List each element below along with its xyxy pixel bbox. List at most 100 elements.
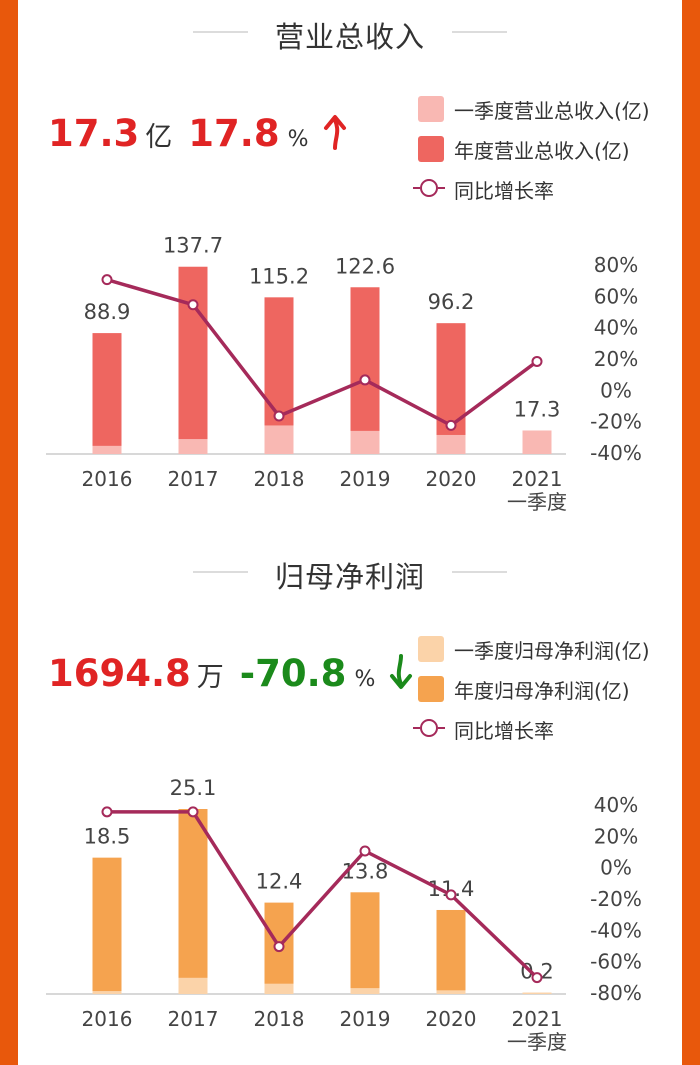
legend-label-q1: 一季度归母净利润(亿)	[454, 639, 650, 663]
legend-item-annual: 年度归母净利润(亿)	[418, 672, 682, 712]
growth-point	[531, 972, 543, 984]
profit-chart: 18.5201625.1201712.4201813.8201911.42020…	[46, 776, 642, 1054]
legend-marker-growth	[413, 719, 445, 737]
y2-tick-label: 40%	[594, 316, 638, 340]
legend-marker-growth	[413, 179, 445, 197]
annual-bar	[350, 287, 380, 454]
q1-bar	[92, 991, 122, 994]
profit-growth: -70.8	[239, 652, 347, 695]
bar-value-label: 25.1	[170, 776, 217, 800]
x-tick-label: 一季度	[507, 490, 567, 514]
legend-swatch-q1	[418, 96, 444, 122]
growth-point	[359, 845, 371, 857]
revenue-legend: 一季度营业总收入(亿) 年度营业总收入(亿) 同比增长率	[413, 92, 682, 212]
q1-bar	[350, 430, 380, 454]
growth-point	[445, 889, 457, 901]
profit-value: 1694.8	[48, 652, 191, 695]
title-divider-right	[452, 571, 507, 573]
legend-swatch-q1	[418, 636, 444, 662]
annual-bar	[178, 809, 208, 994]
y2-tick-label: 80%	[594, 253, 638, 277]
profit-summary: 1694.8 万 -70.8%	[48, 652, 414, 702]
q1-bar	[436, 434, 466, 454]
x-tick-label: 2016	[82, 467, 133, 491]
legend-item-annual: 年度营业总收入(亿)	[418, 132, 682, 172]
x-tick-label: 一季度	[507, 1030, 567, 1054]
profit-growth-unit: %	[354, 667, 376, 692]
x-tick-label: 2019	[340, 467, 391, 491]
bar-value-label: 18.5	[84, 825, 131, 849]
growth-point	[359, 374, 371, 386]
legend-swatch-annual	[418, 136, 444, 162]
annual-bar	[92, 857, 122, 994]
q1-bar	[436, 990, 466, 994]
revenue-section: 营业总收入 17.3 亿 17.8% 一季度营业总收入(亿) 年度营业总收入(亿)	[18, 0, 682, 530]
profit-title: 归母净利润	[274, 560, 425, 594]
x-tick-label: 2018	[254, 1007, 305, 1031]
y2-tick-label: 0%	[600, 378, 632, 402]
annual-bar	[178, 266, 208, 454]
growth-point	[187, 299, 199, 311]
y2-tick-label: -20%	[590, 410, 642, 434]
revenue-value: 17.3	[48, 112, 140, 155]
growth-point	[531, 355, 543, 367]
annual-bar	[92, 333, 122, 454]
title-divider-right	[452, 31, 507, 33]
q1-bar	[522, 992, 552, 994]
legend-label-growth: 同比增长率	[454, 179, 554, 203]
y2-tick-label: -80%	[590, 981, 642, 1005]
profit-title-row: 归母净利润	[18, 548, 682, 596]
q1-bar	[522, 430, 552, 454]
growth-point	[101, 806, 113, 818]
y2-tick-label: 40%	[594, 793, 638, 817]
bar-value-label: 122.6	[335, 254, 395, 278]
x-tick-label: 2017	[168, 1007, 219, 1031]
y2-tick-label: -60%	[590, 950, 642, 974]
y2-tick-label: 0%	[600, 856, 632, 880]
x-tick-label: 2017	[168, 467, 219, 491]
q1-bar	[350, 988, 380, 994]
y2-tick-label: 60%	[594, 284, 638, 308]
growth-point	[273, 941, 285, 953]
bar-value-label: 137.7	[163, 234, 223, 258]
revenue-summary: 17.3 亿 17.8%	[48, 112, 348, 162]
bar-value-label: 115.2	[249, 264, 309, 288]
x-tick-label: 2018	[254, 467, 305, 491]
legend-item-q1: 一季度营业总收入(亿)	[418, 92, 682, 132]
legend-label-growth: 同比增长率	[454, 719, 554, 743]
title-divider-left	[193, 31, 248, 33]
x-tick-label: 2021	[512, 1007, 563, 1031]
annual-bar	[436, 909, 466, 994]
growth-point	[273, 410, 285, 422]
y2-tick-label: -40%	[590, 918, 642, 942]
revenue-title: 营业总收入	[274, 20, 425, 54]
x-tick-label: 2020	[426, 467, 477, 491]
annual-bar	[436, 323, 466, 454]
y2-tick-label: -40%	[590, 441, 642, 465]
growth-point	[187, 806, 199, 818]
revenue-value-unit: 亿	[145, 122, 173, 153]
profit-section: 归母净利润 1694.8 万 -70.8% 一季度归母净利润(亿) 年度归母净利润(…	[18, 540, 682, 1065]
y2-tick-label: 20%	[594, 347, 638, 371]
bar-value-label: 17.3	[514, 397, 561, 421]
x-tick-label: 2020	[426, 1007, 477, 1031]
bar-value-label: 13.8	[342, 859, 389, 883]
legend-label-annual: 年度营业总收入(亿)	[454, 139, 630, 163]
legend-item-q1: 一季度归母净利润(亿)	[418, 632, 682, 672]
title-divider-left	[193, 571, 248, 573]
y2-tick-label: 20%	[594, 824, 638, 848]
arrow-up-icon	[322, 114, 348, 154]
x-tick-label: 2019	[340, 1007, 391, 1031]
arrow-down-icon	[388, 654, 414, 694]
annual-bar	[350, 892, 380, 994]
profit-value-unit: 万	[196, 662, 224, 693]
q1-bar	[264, 983, 294, 994]
q1-bar	[178, 977, 208, 994]
growth-point	[101, 274, 113, 286]
growth-point	[445, 419, 457, 431]
report-card: 营业总收入 17.3 亿 17.8% 一季度营业总收入(亿) 年度营业总收入(亿)	[18, 0, 682, 1065]
x-tick-label: 2016	[82, 1007, 133, 1031]
legend-item-growth: 同比增长率	[413, 172, 682, 212]
q1-bar	[92, 445, 122, 454]
revenue-title-row: 营业总收入	[18, 8, 682, 56]
